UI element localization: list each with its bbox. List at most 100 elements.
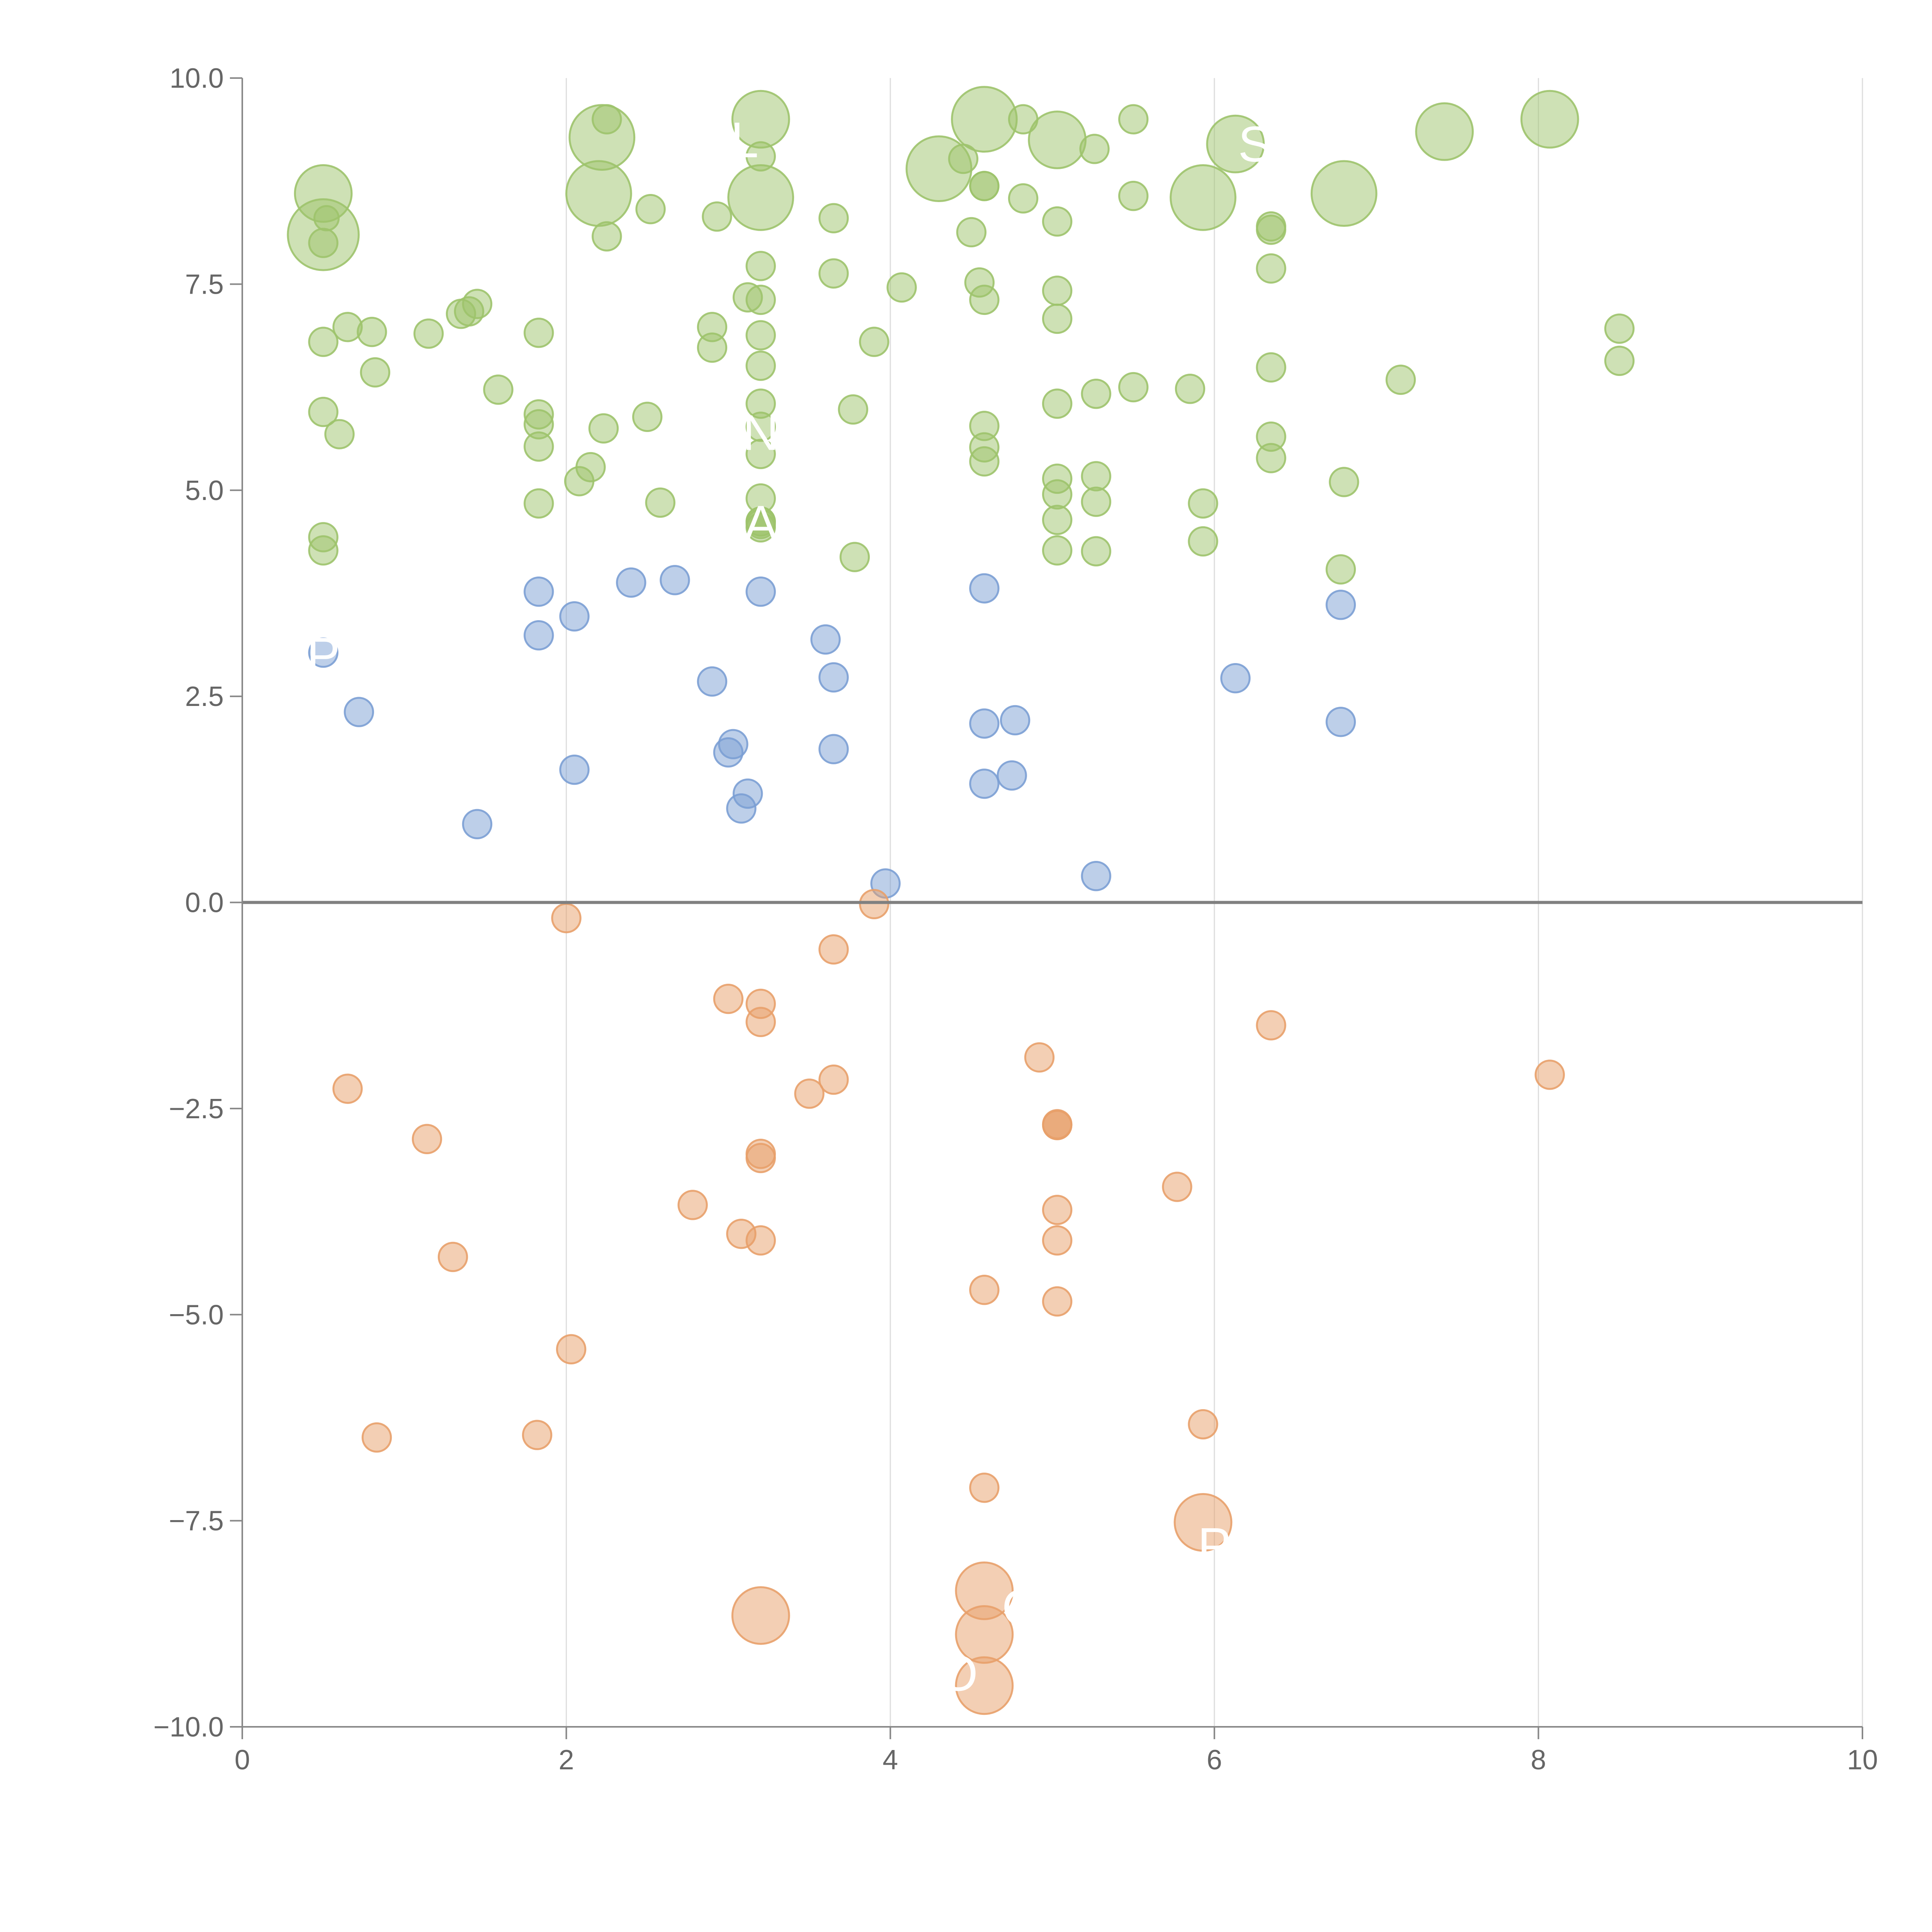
data-point xyxy=(1118,104,1149,134)
data-point xyxy=(1188,1409,1218,1440)
data-point xyxy=(1079,134,1110,164)
data-point xyxy=(1042,1110,1073,1140)
data-point xyxy=(1415,102,1474,161)
data-point xyxy=(969,446,1000,477)
data-point xyxy=(556,1334,587,1365)
data-point xyxy=(462,809,493,840)
data-point xyxy=(1173,1493,1233,1552)
data-point xyxy=(1329,467,1359,497)
data-point xyxy=(357,316,387,347)
data-point xyxy=(818,1065,849,1095)
data-point xyxy=(997,760,1027,791)
data-point xyxy=(313,205,340,231)
data-point xyxy=(412,1124,442,1155)
data-point xyxy=(818,203,849,233)
bubble-label: A xyxy=(744,495,777,551)
data-point xyxy=(483,374,514,405)
data-point xyxy=(745,506,776,537)
data-point xyxy=(308,327,338,357)
data-point xyxy=(524,576,554,607)
data-point xyxy=(1042,1286,1073,1317)
data-point xyxy=(1000,705,1031,736)
data-point xyxy=(969,1473,1000,1503)
bubble-label: O xyxy=(939,1645,978,1701)
data-point xyxy=(969,284,1000,315)
data-point xyxy=(969,1275,1000,1305)
data-point xyxy=(1604,313,1635,344)
x-tick-label: 8 xyxy=(1531,1745,1546,1776)
data-point xyxy=(859,327,889,357)
y-tick-label: 10.0 xyxy=(170,63,224,94)
data-point xyxy=(1042,206,1073,237)
data-point xyxy=(1042,535,1073,566)
data-point xyxy=(524,620,554,651)
data-point xyxy=(524,488,554,519)
data-point xyxy=(1256,214,1286,245)
axes: 10.0 7.5 5.0 2.5 0.0 −2.5 −5.0 −7.5 −10.0 0 2 4 6 8 10 xyxy=(153,63,1878,1776)
data-point xyxy=(1325,590,1356,620)
data-point xyxy=(645,487,675,518)
data-point xyxy=(332,1073,363,1104)
data-point xyxy=(1008,183,1039,214)
data-point xyxy=(818,934,849,965)
data-point xyxy=(745,1225,776,1256)
data-point xyxy=(886,272,917,303)
y-tick-label: −5.0 xyxy=(169,1299,224,1330)
data-point xyxy=(969,769,1000,799)
data-point xyxy=(1081,486,1111,517)
data-point xyxy=(702,201,732,232)
data-point xyxy=(635,194,666,224)
data-point xyxy=(559,601,590,632)
data-point xyxy=(1188,488,1218,519)
data-point xyxy=(1081,461,1111,492)
data-point xyxy=(1520,90,1579,149)
data-point xyxy=(731,1586,790,1645)
data-point xyxy=(1325,707,1356,737)
data-point xyxy=(955,1656,1014,1715)
data-point xyxy=(616,567,646,598)
data-point xyxy=(1042,388,1073,419)
data-point xyxy=(745,576,776,607)
data-point xyxy=(713,737,744,768)
data-point xyxy=(1042,303,1073,334)
data-point xyxy=(1385,364,1416,395)
data-point xyxy=(969,573,1000,604)
data-point xyxy=(713,983,744,1014)
data-point xyxy=(324,419,355,449)
data-point xyxy=(592,104,622,134)
data-point xyxy=(575,452,606,483)
data-point xyxy=(551,903,582,934)
data-point xyxy=(308,637,338,668)
data-point xyxy=(524,318,554,348)
data-point xyxy=(592,221,622,252)
data-point xyxy=(1081,861,1111,891)
y-tick-label: 7.5 xyxy=(185,269,224,300)
data-point xyxy=(1042,276,1073,306)
y-tick-label: 5.0 xyxy=(185,475,224,506)
data-point xyxy=(360,357,391,388)
data-point xyxy=(632,401,663,432)
data-point xyxy=(1081,536,1111,566)
data-point xyxy=(969,708,1000,739)
bubble-layer xyxy=(287,86,1635,1715)
y-tick-label: −10.0 xyxy=(153,1712,224,1743)
bubble-label: P xyxy=(306,627,340,683)
data-point xyxy=(1042,505,1073,535)
x-tick-label: 0 xyxy=(235,1745,250,1776)
data-point xyxy=(565,160,632,227)
data-point xyxy=(794,1078,825,1109)
data-point xyxy=(745,320,776,350)
y-tick-label: 0.0 xyxy=(185,888,224,918)
y-tick-label: −7.5 xyxy=(169,1506,224,1537)
data-point xyxy=(1534,1060,1565,1090)
data-point xyxy=(588,413,619,444)
data-point xyxy=(559,754,590,785)
data-point xyxy=(818,662,849,693)
data-point xyxy=(1325,554,1356,585)
data-point xyxy=(332,312,363,342)
data-point xyxy=(1188,526,1218,557)
y-tick-label: −2.5 xyxy=(169,1094,224,1124)
x-tick-label: 10 xyxy=(1847,1745,1878,1776)
bubble-label: C xyxy=(1002,1579,1038,1636)
